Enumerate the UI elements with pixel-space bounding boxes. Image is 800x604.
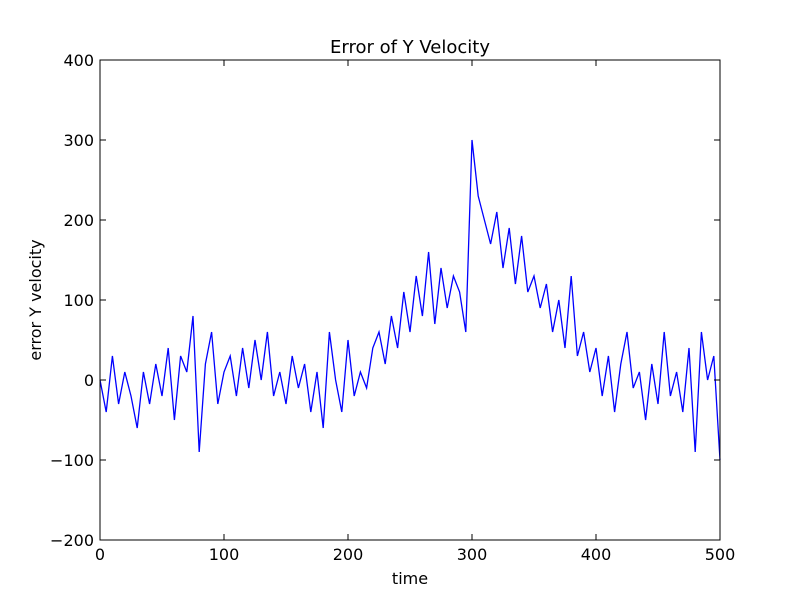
data-line xyxy=(99,139,721,461)
x-axis-label: time xyxy=(392,569,428,588)
x-tick-label: 200 xyxy=(333,545,364,564)
chart-title: Error of Y Velocity xyxy=(330,37,490,58)
y-tick-label: 300 xyxy=(63,131,94,150)
x-tick-label: 300 xyxy=(457,545,488,564)
y-tick-label: −100 xyxy=(50,451,94,470)
x-tick-label: 100 xyxy=(209,545,240,564)
y-tick-label: 100 xyxy=(63,291,94,310)
x-tick-label: 500 xyxy=(705,545,736,564)
y-tick-label: 400 xyxy=(63,51,94,70)
y-tick-label: 0 xyxy=(84,371,94,390)
y-tick-label: 200 xyxy=(63,211,94,230)
y-axis-label: error Y velocity xyxy=(26,239,45,360)
y-tick-label: −200 xyxy=(50,531,94,550)
x-tick-label: 400 xyxy=(581,545,612,564)
x-tick-label: 0 xyxy=(95,545,105,564)
